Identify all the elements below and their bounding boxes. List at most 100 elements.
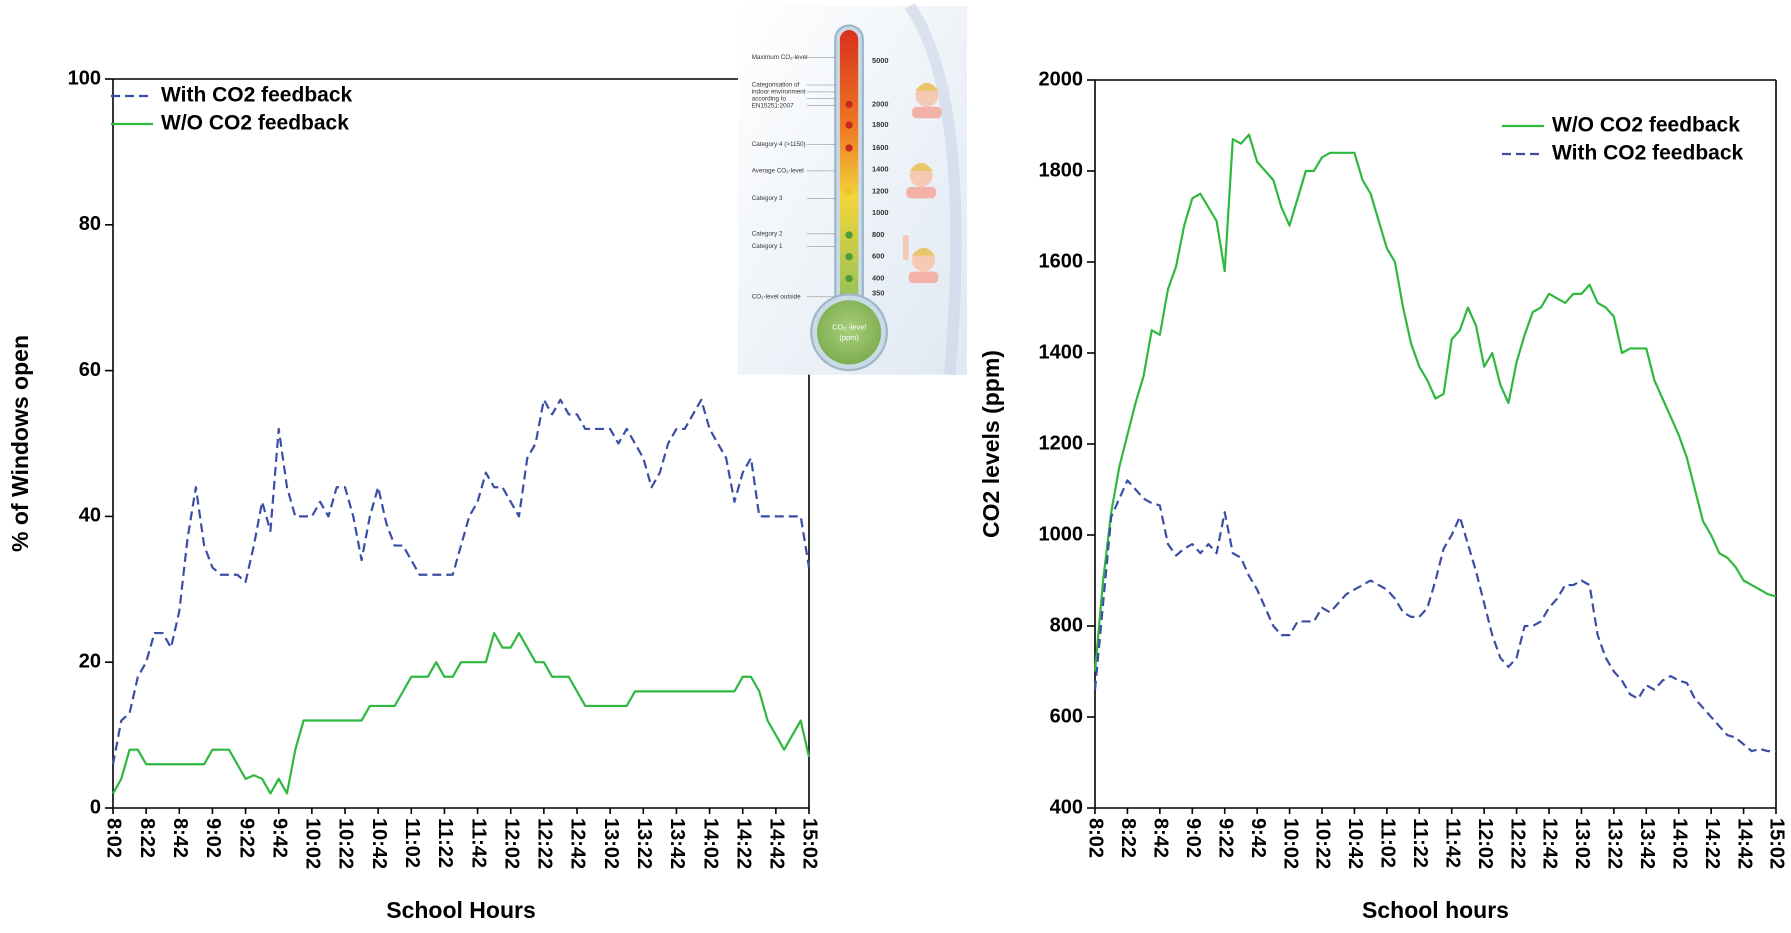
x-tick-label: 14:02 <box>1668 818 1690 869</box>
y-tick-label: 40 <box>79 505 101 527</box>
inset-dot <box>845 144 852 151</box>
x-tick-label: 13:02 <box>1571 818 1593 869</box>
x-tick-label: 8:42 <box>169 818 191 858</box>
x-tick-label: 15:02 <box>1766 818 1788 869</box>
inset-label: Maximum CO₂-level <box>752 54 808 61</box>
plot: 400 600 800 1000 1200 1400 1600 1800 2000 8:02 8:2… <box>978 68 1788 923</box>
x-tick-label: 11:22 <box>434 818 456 868</box>
legend-label: W/O CO2 feedback <box>161 112 349 135</box>
inset-scale-label: 2000 <box>872 99 889 108</box>
bulb-label: (ppm) <box>839 333 859 342</box>
x-tick-label: 11:42 <box>467 818 489 868</box>
y-tick-label: 60 <box>79 359 101 381</box>
inset-scale-label: 1400 <box>872 165 889 174</box>
x-tick-label: 14:22 <box>1701 818 1723 869</box>
x-tick-label: 9:22 <box>1214 818 1236 858</box>
legend-label: W/O CO2 feedback <box>1552 114 1740 137</box>
x-tick-label: 14:42 <box>766 818 788 869</box>
inset-scale-label: 800 <box>872 230 884 239</box>
chart: 0 20 40 60 80 100 8:02 8:22 8:42 9:02 9:22 9:42 10:0… <box>0 0 1791 928</box>
x-tick-label: 14:22 <box>732 818 754 869</box>
x-tick-label: 8:42 <box>1150 818 1172 858</box>
inset-scale-label: 600 <box>872 252 884 261</box>
inset-dot <box>845 188 852 195</box>
y-tick-label: 1400 <box>1039 341 1084 363</box>
y-tick-label: 800 <box>1050 614 1083 636</box>
x-tick-label: 11:02 <box>401 818 423 868</box>
x-tick-label: 8:02 <box>103 818 125 858</box>
inset-dot <box>845 166 852 173</box>
inset-dot <box>845 253 852 260</box>
y-tick-label: 1200 <box>1039 432 1084 454</box>
x-tick-label: 12:22 <box>534 818 556 869</box>
x-tick-label: 14:02 <box>699 818 721 869</box>
x-tick-label: 9:02 <box>1182 818 1204 858</box>
inset-dot <box>845 121 852 128</box>
x-tick-label: 9:42 <box>268 818 290 858</box>
x-tick-label: 10:22 <box>1312 818 1334 869</box>
x-tick-label: 13:42 <box>1636 818 1658 869</box>
x-tick-label: 14:42 <box>1733 818 1755 869</box>
inset-scale-label: 1200 <box>872 186 889 195</box>
x-tick-label: 12:02 <box>500 818 522 869</box>
y-tick-label: 80 <box>79 213 101 235</box>
inset-dot <box>845 231 852 238</box>
data-line <box>113 400 809 765</box>
legend-label: With CO2 feedback <box>161 84 353 107</box>
x-tick-label: 10:22 <box>335 818 357 869</box>
inset-scale-label: 5000 <box>872 56 889 65</box>
y-tick-label: 600 <box>1050 705 1083 727</box>
x-tick-label: 10:42 <box>1344 818 1366 869</box>
y-tick-label: 1000 <box>1039 523 1084 545</box>
inset-scale-label: 350 <box>872 288 884 297</box>
y-tick-label: 1800 <box>1039 159 1084 181</box>
inset-label: Category 2 <box>752 231 783 238</box>
inset-scale-label: 400 <box>872 273 884 282</box>
x-axis-title: School Hours <box>386 897 536 923</box>
x-tick-label: 8:22 <box>1117 818 1139 858</box>
x-tick-label: 9:42 <box>1247 818 1269 858</box>
x-tick-label: 11:22 <box>1409 818 1431 868</box>
x-tick-label: 8:02 <box>1085 818 1107 858</box>
inset-scale-label: 1600 <box>872 143 889 152</box>
x-tick-label: 10:02 <box>302 818 324 869</box>
y-tick-label: 1600 <box>1039 250 1084 272</box>
inset-label: Category 4 (>1150) <box>752 141 806 148</box>
x-tick-label: 10:02 <box>1279 818 1301 869</box>
y-tick-label: 20 <box>79 650 101 672</box>
data-line <box>1095 480 1776 751</box>
x-tick-label: 12:42 <box>1539 818 1561 869</box>
x-tick-label: 9:02 <box>202 818 224 858</box>
legend-label: With CO2 feedback <box>1552 142 1744 165</box>
inset-label: Category 3 <box>752 195 783 202</box>
inset-label: Category 1 <box>752 243 783 250</box>
y-tick-label: 0 <box>90 796 101 818</box>
x-axis-title: School hours <box>1362 897 1509 923</box>
x-tick-label: 13:42 <box>666 818 688 869</box>
inset-scale-label: 1000 <box>872 208 889 217</box>
x-tick-label: 12:02 <box>1474 818 1496 869</box>
inset-label: EN15251:2007 <box>752 102 794 109</box>
x-tick-label: 12:22 <box>1506 818 1528 869</box>
y-axis-title: % of Windows open <box>7 335 33 552</box>
bulb-label: CO₂ -level <box>832 323 866 332</box>
y-tick-label: 400 <box>1050 796 1083 818</box>
x-tick-label: 11:02 <box>1377 818 1399 868</box>
x-tick-label: 13:02 <box>600 818 622 869</box>
inset-label: CO₂-level outside <box>752 293 801 300</box>
y-tick-label: 100 <box>68 67 101 89</box>
y-axis-title: CO2 levels (ppm) <box>978 350 1004 538</box>
plot: 0 20 40 60 80 100 8:02 8:22 8:42 9:02 9:22 9:42 10:0… <box>7 67 821 923</box>
inset-dot <box>845 210 852 217</box>
y-tick-label: 2000 <box>1039 68 1084 90</box>
inset-dot <box>845 275 852 282</box>
inset-dot <box>845 101 852 108</box>
inset-label: Average CO₂-level <box>752 168 804 175</box>
x-tick-label: 13:22 <box>1604 818 1626 869</box>
inset-scale-label: 1800 <box>872 120 889 129</box>
x-tick-label: 8:22 <box>136 818 158 858</box>
x-tick-label: 13:22 <box>633 818 655 869</box>
x-tick-label: 11:42 <box>1441 818 1463 868</box>
x-tick-label: 9:22 <box>235 818 257 858</box>
